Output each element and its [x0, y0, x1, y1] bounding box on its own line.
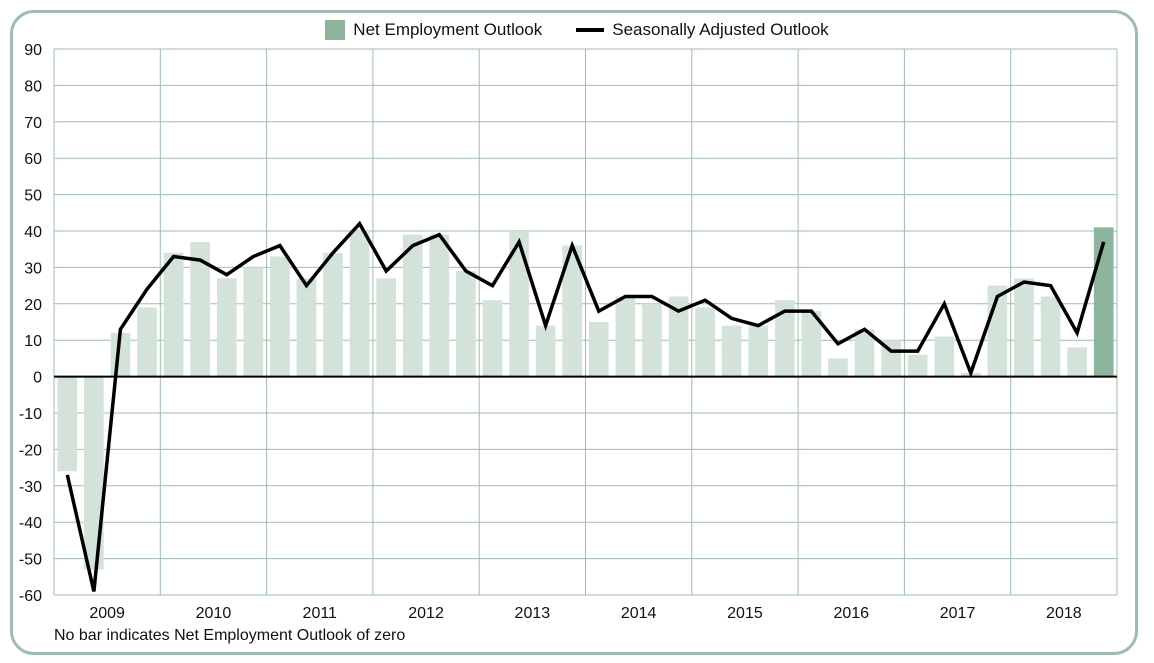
bar — [456, 271, 476, 377]
x-tick-label: 2011 — [303, 605, 338, 622]
y-tick-label: -60 — [19, 588, 42, 605]
x-tick-label: 2012 — [408, 605, 444, 622]
legend-bar-label: Net Employment Outlook — [353, 20, 543, 39]
bar — [748, 325, 769, 377]
chart-frame — [10, 10, 1138, 655]
legend-item-bars: Net Employment Outlook — [325, 20, 542, 40]
bar — [270, 256, 290, 377]
y-tick-label: 70 — [24, 115, 42, 132]
x-tick-label: 2018 — [1046, 605, 1082, 622]
y-tick-label: 40 — [24, 224, 42, 241]
y-tick-label: 20 — [24, 297, 42, 314]
bar — [349, 231, 370, 377]
bar — [137, 307, 157, 377]
bar — [907, 354, 928, 377]
bar — [509, 231, 529, 377]
y-tick-label: 30 — [24, 260, 42, 277]
line-swatch — [576, 28, 605, 32]
legend: Net Employment Outlook Seasonally Adjust… — [0, 20, 1154, 40]
y-tick-label: -30 — [19, 479, 42, 496]
bar — [1014, 278, 1034, 377]
y-tick-label: 50 — [24, 188, 42, 205]
footnote: No bar indicates Net Employment Outlook … — [54, 627, 406, 644]
y-tick-label: 60 — [24, 151, 42, 168]
x-tick-label: 2017 — [940, 605, 976, 622]
bar — [163, 252, 184, 377]
bar — [190, 241, 210, 377]
y-tick-label: 80 — [24, 78, 42, 95]
x-tick-label: 2015 — [727, 605, 763, 622]
bar — [216, 278, 237, 377]
x-tick-label: 2016 — [833, 605, 869, 622]
bar — [84, 376, 104, 570]
y-tick-label: 0 — [33, 370, 42, 387]
bar — [1093, 227, 1114, 377]
bar — [801, 311, 822, 377]
bar — [429, 234, 450, 377]
bar — [642, 303, 662, 377]
bar — [1067, 347, 1087, 377]
y-tick-label: -10 — [19, 406, 42, 423]
bar — [323, 252, 343, 377]
bar — [695, 307, 715, 377]
bar — [1040, 296, 1061, 377]
x-tick-label: 2010 — [196, 605, 232, 622]
legend-line-label: Seasonally Adjusted Outlook — [612, 20, 829, 39]
bar — [854, 329, 875, 377]
x-tick-label: 2009 — [89, 605, 125, 622]
x-tick-label: 2013 — [515, 605, 551, 622]
y-tick-label: -20 — [19, 442, 42, 459]
bar — [402, 234, 423, 377]
bar — [668, 296, 689, 377]
y-tick-label: 10 — [24, 333, 42, 350]
bar-swatch — [325, 20, 346, 40]
bar — [615, 296, 636, 377]
bar — [774, 300, 795, 377]
bar — [721, 325, 742, 377]
bar — [57, 376, 78, 472]
bar — [296, 278, 317, 377]
bar — [482, 300, 503, 377]
bar — [243, 267, 264, 377]
bar — [588, 322, 609, 377]
x-tick-label: 2014 — [621, 605, 657, 622]
bar — [535, 325, 556, 377]
bar — [376, 278, 397, 377]
bar — [562, 245, 583, 377]
y-tick-label: -40 — [19, 515, 42, 532]
y-tick-label: 90 — [24, 42, 42, 59]
legend-item-line: Seasonally Adjusted Outlook — [576, 20, 829, 40]
y-tick-label: -50 — [19, 552, 42, 569]
bar — [828, 358, 848, 377]
bar — [934, 336, 955, 377]
seasonally-adjusted-line — [65, 220, 1106, 592]
